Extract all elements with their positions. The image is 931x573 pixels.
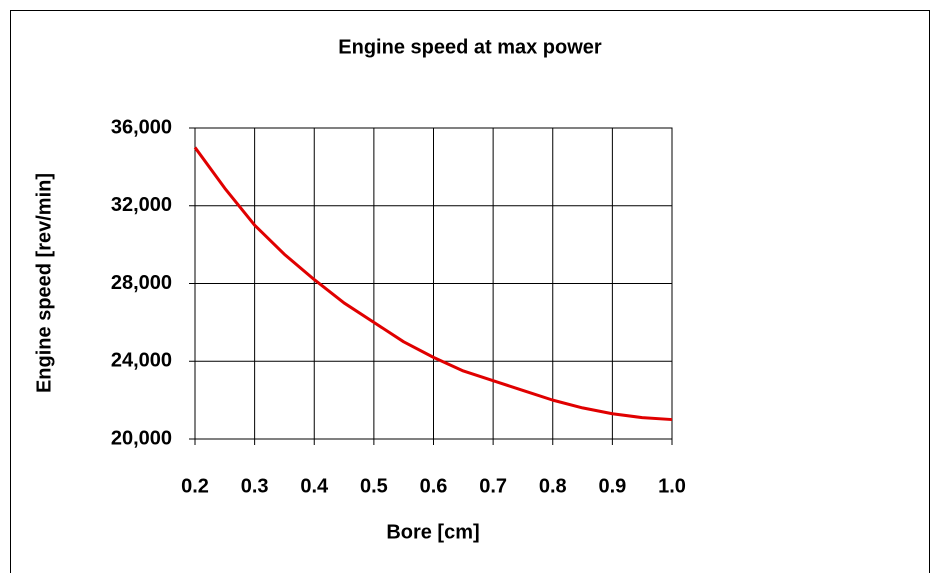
x-tick-label: 0.3 [241, 475, 269, 497]
x-tick-label: 0.9 [598, 475, 626, 497]
x-tick-label: 0.5 [360, 475, 388, 497]
y-axis-label: Engine speed [rev/min] [33, 173, 55, 393]
x-tick-label: 1.0 [658, 475, 686, 497]
y-tick-label: 36,000 [111, 116, 172, 138]
x-tick-label: 0.6 [420, 475, 448, 497]
y-tick-label: 24,000 [111, 350, 172, 372]
x-tick-label: 0.2 [181, 475, 209, 497]
y-tick-label: 28,000 [111, 272, 172, 294]
x-tick-label: 0.4 [300, 475, 329, 497]
plot-border [194, 127, 673, 440]
y-tick-label: 32,000 [111, 194, 172, 216]
data-line [193, 146, 673, 422]
x-tick-label: 0.7 [479, 475, 507, 497]
chart-frame [10, 10, 930, 573]
x-axis-label: Bore [cm] [386, 521, 479, 543]
y-tick-label: 20,000 [111, 427, 172, 449]
chart-title: Engine speed at max power [338, 36, 602, 58]
x-tick-label: 0.8 [539, 475, 567, 497]
